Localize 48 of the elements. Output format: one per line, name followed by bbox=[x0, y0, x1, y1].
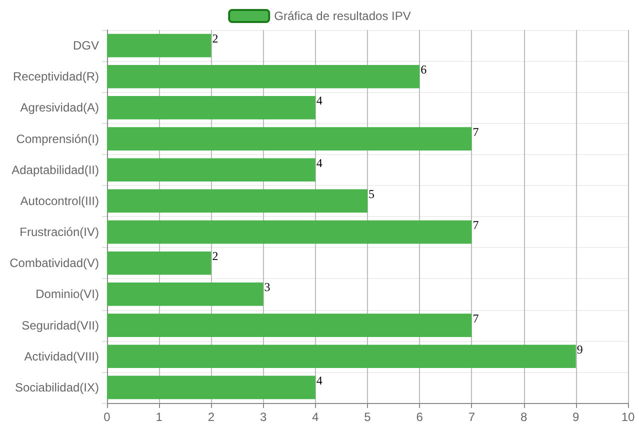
data-label: 2 bbox=[212, 249, 218, 264]
data-label: 2 bbox=[212, 32, 218, 46]
data-label: 9 bbox=[576, 342, 583, 356]
data-label: 7 bbox=[472, 218, 479, 232]
x-tick-label: 6 bbox=[416, 410, 424, 424]
x-tick-label: 10 bbox=[621, 410, 635, 424]
bar bbox=[107, 34, 212, 58]
bar bbox=[107, 127, 472, 150]
data-label: 7 bbox=[472, 124, 479, 139]
x-tick-label: 3 bbox=[260, 410, 267, 424]
data-label: 7 bbox=[472, 311, 479, 326]
bar bbox=[107, 282, 264, 306]
bar bbox=[107, 158, 316, 182]
x-tick-label: 8 bbox=[520, 410, 528, 424]
x-tick-label: 4 bbox=[312, 410, 320, 424]
bar bbox=[107, 376, 316, 400]
y-tick-label: Receptividad(R) bbox=[12, 70, 99, 84]
data-label: 6 bbox=[420, 62, 427, 77]
x-tick-label: 2 bbox=[208, 410, 215, 424]
data-label: 4 bbox=[316, 156, 322, 170]
data-label: 3 bbox=[264, 280, 270, 294]
bar bbox=[107, 64, 420, 88]
x-tick-label: 1 bbox=[156, 410, 163, 424]
bar bbox=[107, 314, 472, 337]
x-tick-label: 7 bbox=[468, 410, 476, 424]
y-tick-label: DGV bbox=[72, 38, 99, 53]
x-tick-label: 9 bbox=[572, 410, 580, 424]
bar bbox=[107, 189, 368, 213]
bar bbox=[107, 344, 576, 368]
y-tick-label: Combatividad(V) bbox=[10, 256, 99, 270]
data-label: 4 bbox=[316, 373, 322, 388]
data-label: 5 bbox=[368, 186, 374, 201]
x-tick-label: 5 bbox=[364, 410, 372, 424]
y-tick-label: Actividad(VIII) bbox=[24, 349, 99, 364]
legend-label: Gráfica de resultados IPV bbox=[274, 9, 411, 23]
bar bbox=[107, 251, 212, 275]
y-tick-label: Seguridad(VII) bbox=[22, 318, 99, 332]
y-tick-label: Comprensión(I) bbox=[16, 132, 99, 146]
y-tick-label: Adaptabilidad(II) bbox=[12, 162, 99, 177]
y-tick-label: Sociabilidad(IX) bbox=[14, 380, 99, 394]
bar bbox=[107, 220, 472, 244]
y-tick-label: Agresividad(A) bbox=[20, 100, 99, 115]
bar bbox=[107, 96, 316, 120]
y-tick-label: Dominio(VI) bbox=[36, 287, 99, 302]
y-tick-label: Frustración(IV) bbox=[20, 225, 99, 240]
y-tick-label: Autocontrol(III) bbox=[20, 194, 99, 208]
data-label: 4 bbox=[316, 94, 322, 108]
x-tick-label: 0 bbox=[104, 410, 111, 424]
